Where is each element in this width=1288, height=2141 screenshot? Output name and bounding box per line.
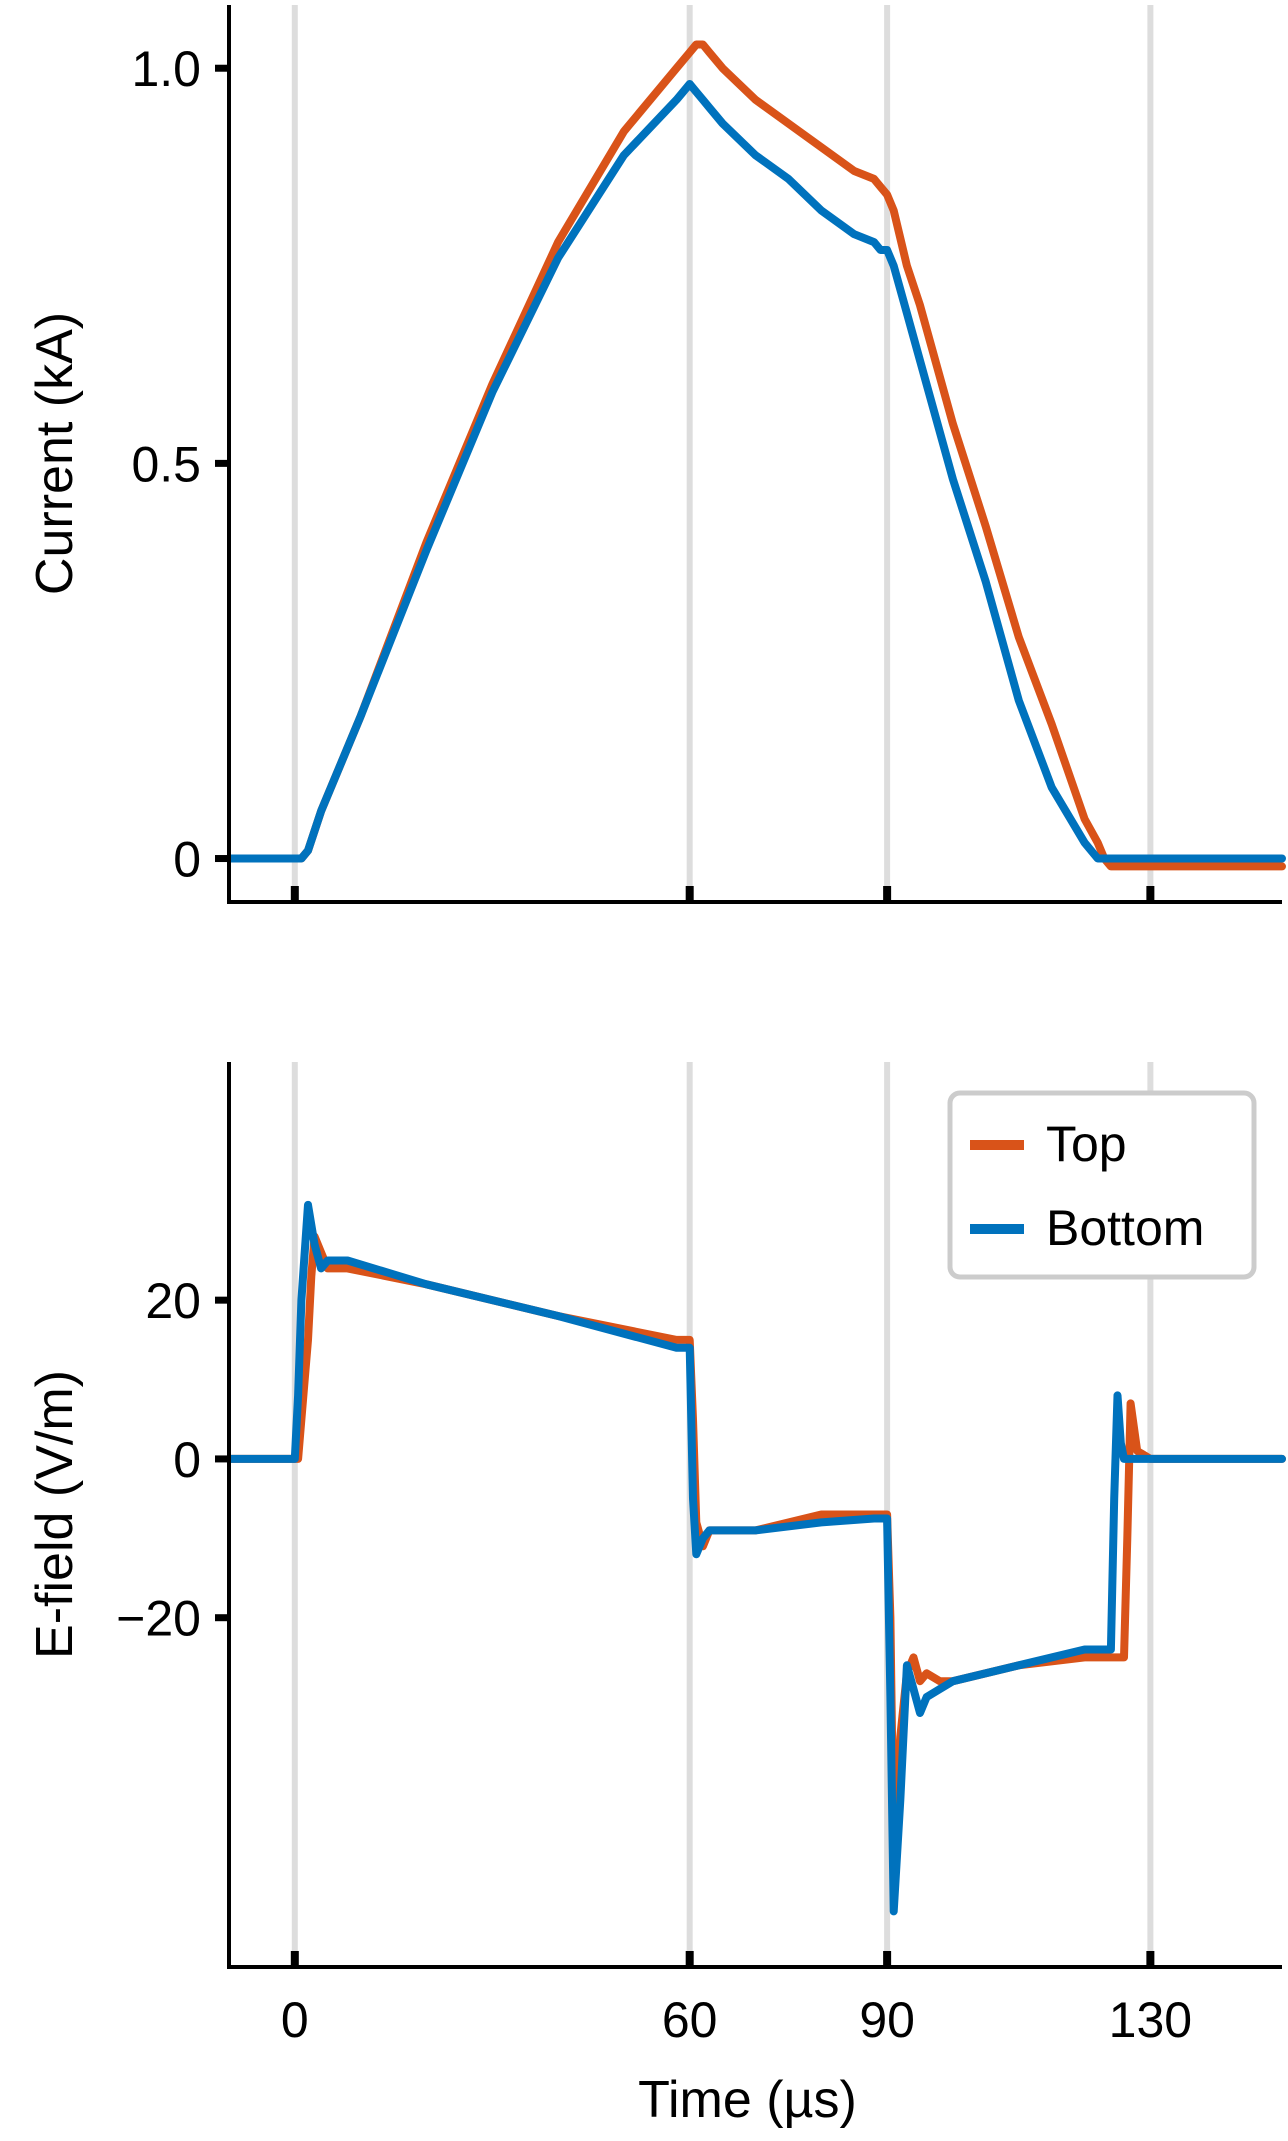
efield-ytick-label-0: −20 bbox=[116, 1591, 201, 1647]
efield-xtick-label-1: 60 bbox=[662, 1992, 718, 2048]
current-ticks: 0 0.5 1.0 bbox=[131, 41, 1155, 902]
current-axes bbox=[227, 5, 1282, 904]
efield-xtick-label-2: 90 bbox=[859, 1992, 915, 2048]
efield-xtick-label-3: 130 bbox=[1109, 1992, 1192, 2048]
efield-axes bbox=[227, 1062, 1282, 1969]
current-series-top bbox=[225, 40, 1286, 871]
efield-y-axis-label: E-field (V/m) bbox=[26, 1370, 84, 1659]
legend-label-top: Top bbox=[1046, 1116, 1127, 1172]
current-y-axis-label: Current (kA) bbox=[26, 312, 84, 595]
legend: Top Bottom bbox=[947, 1090, 1257, 1280]
efield-series-bottom bbox=[225, 1200, 1286, 1916]
efield-ytick-label-1: 0 bbox=[173, 1432, 201, 1488]
legend-box bbox=[947, 1090, 1257, 1280]
efield-ytick-label-2: 20 bbox=[145, 1273, 201, 1329]
legend-label-bottom: Bottom bbox=[1046, 1200, 1204, 1256]
current-panel: 0 0.5 1.0 Current (kA) bbox=[26, 5, 1286, 904]
current-series-group bbox=[225, 40, 1286, 871]
current-vertical-reference-lines bbox=[291, 5, 1154, 902]
current-ytick-label-2: 1.0 bbox=[131, 41, 201, 97]
current-ytick-label-1: 0.5 bbox=[131, 436, 201, 492]
efield-xtick-label-0: 0 bbox=[281, 1992, 309, 2048]
time-x-axis-label: Time (µs) bbox=[638, 2071, 857, 2129]
current-series-bottom bbox=[225, 80, 1286, 863]
efield-panel: −20 0 20 0 60 90 130 E-field (V/m) Time (µs) T… bbox=[26, 1062, 1286, 2129]
efield-ticks: −20 0 20 0 60 90 130 bbox=[116, 1273, 1192, 2048]
efield-series-top bbox=[225, 1232, 1286, 1860]
current-ytick-label-0: 0 bbox=[173, 832, 201, 888]
efield-series-group bbox=[225, 1200, 1286, 1916]
